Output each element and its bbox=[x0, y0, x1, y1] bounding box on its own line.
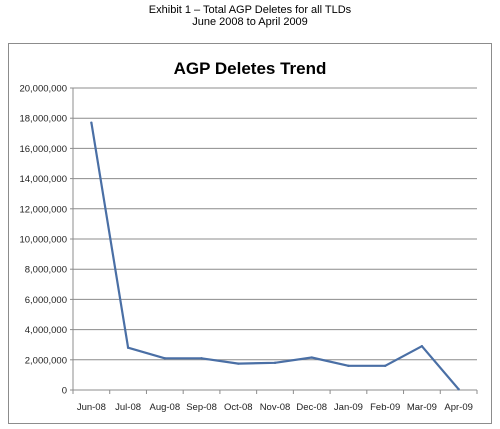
x-tick-label: Oct-08 bbox=[224, 402, 253, 413]
y-tick-label: 12,000,000 bbox=[19, 204, 67, 215]
data-point bbox=[163, 357, 167, 360]
data-point bbox=[237, 362, 240, 365]
y-tick-label: 8,000,000 bbox=[25, 265, 67, 276]
exhibit-title-line2: June 2008 to April 2009 bbox=[192, 16, 308, 28]
x-tick-label: Jul-08 bbox=[115, 402, 141, 413]
series bbox=[90, 121, 460, 391]
y-tick-label: 2,000,000 bbox=[25, 355, 67, 366]
chart-frame bbox=[8, 43, 492, 424]
data-point bbox=[420, 345, 424, 348]
x-tick-label: Jan-09 bbox=[334, 402, 363, 413]
x-tick-label: Jun-08 bbox=[77, 402, 106, 413]
y-tick-label: 10,000,000 bbox=[19, 235, 67, 246]
x-tick-label: Aug-08 bbox=[149, 402, 180, 413]
x-tick-label: Mar-09 bbox=[407, 402, 437, 413]
x-axis: Jun-08 Jul-08 Aug-08 Sep-08 Oct-08 Nov-08 Dec-… bbox=[72, 390, 478, 413]
y-tick-label: 18,000,000 bbox=[19, 114, 67, 125]
exhibit-title: Exhibit 1 – Total AGP Deletes for all TL… bbox=[0, 4, 500, 28]
data-point bbox=[90, 121, 93, 124]
x-tick-label: Nov-08 bbox=[260, 402, 291, 413]
y-axis: 0 2,000,000 4,000,000 6,000,000 8,000,000 10,… bbox=[19, 84, 74, 397]
y-tick-label: 14,000,000 bbox=[19, 174, 67, 185]
data-point bbox=[347, 364, 350, 368]
chart-title: AGP Deletes Trend bbox=[174, 59, 327, 78]
data-point bbox=[273, 361, 277, 365]
y-tick-label: 0 bbox=[62, 386, 67, 397]
y-tick-label: 6,000,000 bbox=[25, 295, 67, 306]
x-tick-label: Dec-08 bbox=[296, 402, 327, 413]
gridlines bbox=[73, 87, 477, 391]
x-tick-label: Feb-09 bbox=[370, 402, 400, 413]
x-tick-label: Sep-08 bbox=[186, 402, 217, 413]
data-point bbox=[383, 364, 387, 368]
y-tick-label: 4,000,000 bbox=[25, 325, 67, 336]
data-point bbox=[126, 346, 130, 349]
series-line bbox=[90, 122, 460, 390]
y-tick-label: 20,000,000 bbox=[19, 84, 67, 95]
data-point bbox=[200, 357, 203, 360]
x-tick-label: Apr-09 bbox=[444, 402, 473, 413]
data-point bbox=[457, 388, 460, 391]
y-tick-label: 16,000,000 bbox=[19, 144, 67, 155]
data-point bbox=[310, 356, 313, 359]
exhibit-title-line1: Exhibit 1 – Total AGP Deletes for all TL… bbox=[148, 4, 352, 16]
